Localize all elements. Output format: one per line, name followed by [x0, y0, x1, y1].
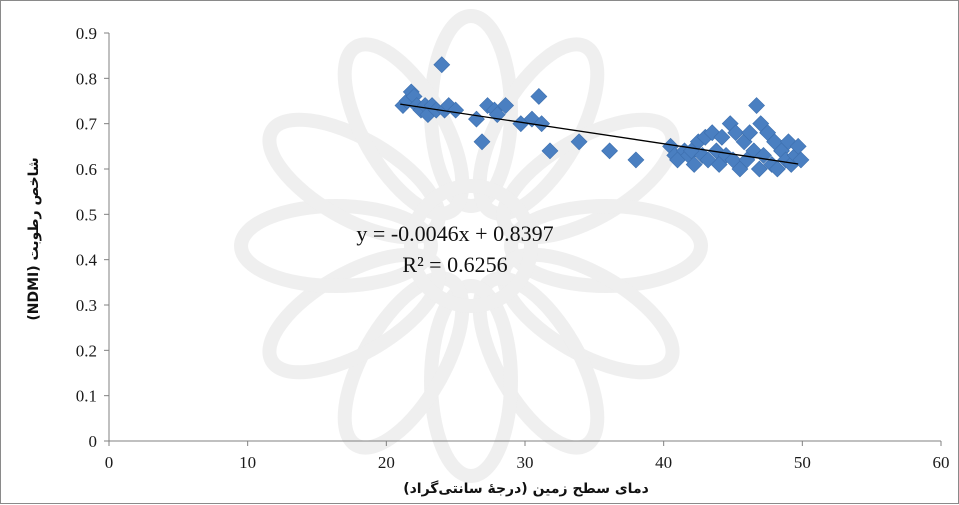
x-tick-label: 60: [933, 453, 950, 472]
y-tick-label: 0.1: [76, 387, 97, 406]
data-point: [768, 160, 786, 178]
trendline-equation: y = -0.0046x + 0.8397: [356, 221, 553, 246]
data-point: [750, 160, 768, 178]
y-tick-label: 0.2: [76, 341, 97, 360]
data-point: [468, 110, 485, 128]
data-point: [713, 128, 731, 146]
data-point: [570, 133, 588, 151]
x-tick-label: 10: [239, 453, 256, 472]
data-points: [394, 56, 810, 178]
data-point: [497, 97, 515, 114]
y-axis-title: شاخص رطوبت (NDMI): [26, 157, 42, 320]
watermark-petal: [504, 199, 708, 293]
data-point: [533, 115, 551, 133]
watermark-petal: [496, 247, 680, 380]
x-tick-label: 50: [794, 453, 811, 472]
watermark-rosette: [234, 9, 708, 483]
data-point: [433, 56, 451, 74]
watermark-petal: [262, 112, 446, 245]
x-tick-label: 30: [517, 453, 534, 472]
x-tick-label: 20: [378, 453, 395, 472]
y-tick-label: 0.3: [76, 296, 97, 315]
watermark-petal: [424, 279, 518, 483]
axes: [104, 32, 942, 446]
watermark-petal: [496, 112, 680, 245]
watermark-petal: [234, 199, 438, 293]
data-point: [447, 101, 465, 119]
r-squared-label: R² = 0.6256: [402, 252, 507, 277]
y-tick-label: 0.6: [76, 160, 97, 179]
watermark-center: [404, 179, 538, 313]
x-tick-labels: 0 10 20 30 40 50 60: [105, 453, 950, 472]
data-point: [601, 142, 619, 160]
data-point: [541, 142, 559, 160]
y-tick-label: 0.4: [76, 251, 98, 270]
watermark-petal: [472, 271, 605, 455]
data-point: [748, 97, 765, 114]
x-axis-title: دمای سطح زمین (درجهٔ سانتی‌گراد): [403, 480, 649, 497]
y-tick-label: 0.9: [76, 24, 97, 43]
watermark-petal: [262, 247, 446, 380]
y-tick-labels: 0 0.1 0.2 0.3 0.4 0.5 0.6 0.7 0.8 0.9: [76, 24, 98, 451]
data-point: [727, 124, 745, 142]
y-tick-label: 0.5: [76, 205, 97, 224]
x-tick-label: 40: [655, 453, 672, 472]
data-point: [473, 133, 491, 151]
x-tick-label: 0: [105, 453, 114, 472]
data-point: [530, 88, 548, 105]
data-point: [627, 151, 645, 169]
y-tick-label: 0.8: [76, 69, 97, 88]
data-point: [685, 156, 703, 173]
y-tick-label: 0: [89, 432, 98, 451]
data-point: [741, 124, 759, 142]
y-tick-label: 0.7: [76, 115, 98, 134]
watermark-petal: [337, 271, 470, 455]
trendline: [400, 103, 799, 165]
